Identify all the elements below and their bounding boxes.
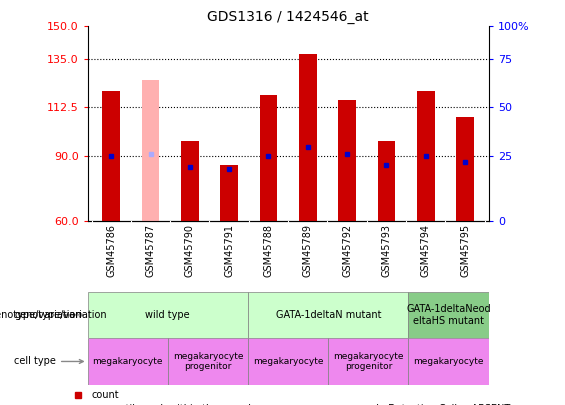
Text: megakaryocyte
progenitor: megakaryocyte progenitor xyxy=(173,352,243,371)
Bar xyxy=(408,338,489,385)
Bar xyxy=(377,141,395,221)
Title: GDS1316 / 1424546_at: GDS1316 / 1424546_at xyxy=(207,10,369,24)
Bar xyxy=(88,292,248,338)
Text: GSM45792: GSM45792 xyxy=(342,224,352,277)
Bar xyxy=(338,100,356,221)
Text: GSM45787: GSM45787 xyxy=(146,224,155,277)
Bar xyxy=(328,338,408,385)
Bar xyxy=(248,292,408,338)
Text: GSM45789: GSM45789 xyxy=(303,224,313,277)
Text: GSM45794: GSM45794 xyxy=(421,224,431,277)
Text: genotype/variation: genotype/variation xyxy=(14,310,107,320)
Bar xyxy=(417,91,434,221)
Text: megakaryocyte: megakaryocyte xyxy=(93,357,163,366)
Text: megakaryocyte: megakaryocyte xyxy=(414,357,484,366)
Text: megakaryocyte: megakaryocyte xyxy=(253,357,323,366)
Bar xyxy=(408,292,489,338)
Bar xyxy=(88,338,168,385)
Text: cell type: cell type xyxy=(14,356,83,367)
Text: GSM45795: GSM45795 xyxy=(460,224,470,277)
Text: GSM45791: GSM45791 xyxy=(224,224,234,277)
Text: GSM45788: GSM45788 xyxy=(263,224,273,277)
Bar xyxy=(248,338,328,385)
Text: wild type: wild type xyxy=(146,310,190,320)
Text: GSM45793: GSM45793 xyxy=(381,224,392,277)
Bar xyxy=(168,338,248,385)
Text: genotype/variation: genotype/variation xyxy=(0,310,82,320)
Bar xyxy=(220,164,238,221)
Bar xyxy=(457,117,474,221)
Bar xyxy=(260,96,277,221)
Text: GATA-1deltaNeod
eltaHS mutant: GATA-1deltaNeod eltaHS mutant xyxy=(406,304,491,326)
Text: megakaryocyte
progenitor: megakaryocyte progenitor xyxy=(333,352,403,371)
Text: GSM45790: GSM45790 xyxy=(185,224,195,277)
Bar xyxy=(181,141,199,221)
Text: GATA-1deltaN mutant: GATA-1deltaN mutant xyxy=(276,310,381,320)
Text: count: count xyxy=(92,390,119,400)
Bar xyxy=(102,91,120,221)
Bar xyxy=(142,80,159,221)
Text: GSM45786: GSM45786 xyxy=(106,224,116,277)
Bar xyxy=(299,54,316,221)
